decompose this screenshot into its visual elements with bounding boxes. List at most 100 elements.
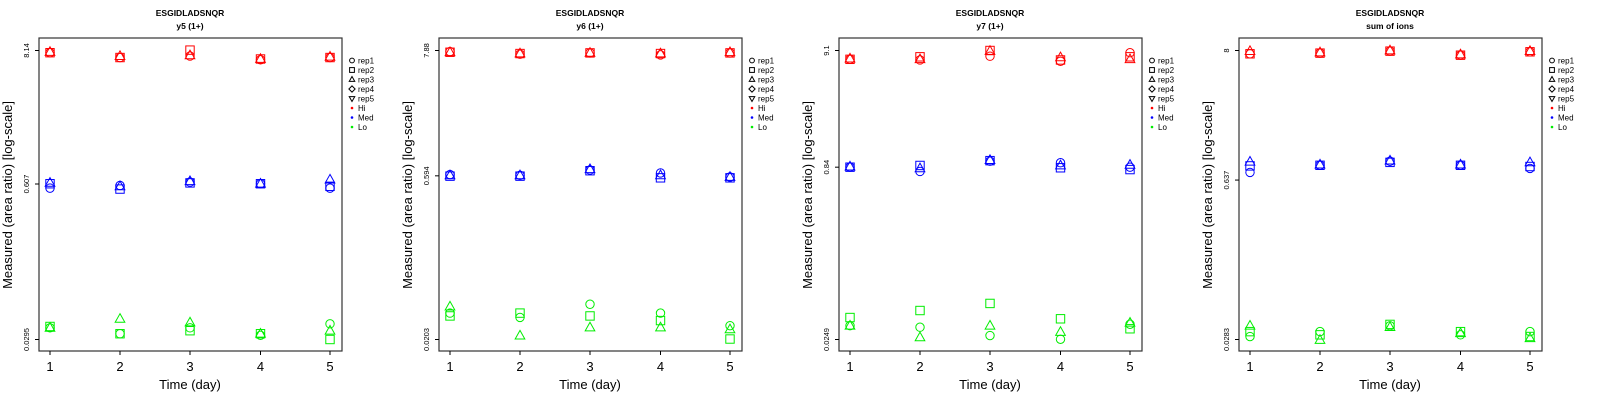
point-med-rep2-day4 [1455,160,1466,170]
point-med-rep3-day1 [44,176,56,187]
y-tick-label: 0.0283 [1222,328,1231,351]
point-med-rep3-day4 [1454,158,1467,169]
point-med-rep3-day5 [324,173,336,184]
point-lo-rep2-day2 [1315,330,1325,340]
point-hi-rep2-day3 [585,48,595,58]
point-med-rep3-day1 [1244,155,1256,166]
point-lo-rep1-day2 [115,329,125,339]
x-tick-label: 4 [657,359,664,374]
point-med-rep2-day1 [45,179,55,189]
point-med-rep3-day5 [1124,158,1136,169]
plot-frame [438,37,743,352]
chart-subtitle: sum of ions [1366,21,1414,31]
legend-hi-icon [750,106,754,110]
chart-svg: ESGIDLADSNQR y5 (1+) 0.0295 0.607 8.14 1 2 3 4 5 T… [0,8,375,392]
x-tick-label: 1 [46,359,53,374]
point-med-rep1-day4 [1055,158,1066,168]
point-med-rep3-day2 [1314,158,1326,169]
legend-med-icon [750,116,754,119]
point-hi-rep3-day2 [514,47,526,58]
point-med-rep3-day3 [1384,154,1396,165]
point-lo-rep1-day5 [1525,326,1535,337]
point-med-rep3-day4 [1054,159,1067,170]
point-hi-rep3-day3 [184,49,196,60]
legend-rep1-icon [1549,57,1555,64]
x-tick-label: 1 [846,359,853,374]
y-tick-label: 0.607 [22,175,31,194]
point-hi-rep2-day2 [1315,48,1325,58]
point-med-rep2-day3 [985,155,995,166]
point-med-rep2-day1 [445,171,455,181]
legend-label: rep2 [758,66,775,75]
x-tick-label: 4 [257,359,264,374]
point-lo-rep1-day5 [725,320,735,331]
point-med-rep2-day5 [1125,164,1135,175]
point-lo-rep3-day1 [44,321,56,332]
point-med-rep3-day1 [444,169,456,180]
point-med-rep3-day3 [984,153,996,164]
y-axis-label: Measured (area ratio) [log-scale] [1200,101,1215,289]
x-tick-label: 5 [326,359,333,374]
point-hi-rep2-day5 [725,48,735,58]
point-med-rep2-day2 [1315,160,1325,170]
legend-med-icon [350,116,354,119]
legend-rep5-icon [1148,96,1156,103]
legend-rep4-icon [1548,85,1556,93]
legend-label: Lo [358,123,367,132]
point-lo-rep3-day2 [514,329,526,340]
point-hi-rep3-day3 [584,46,596,57]
data-points [1244,44,1536,344]
y-tick-label: 0.594 [422,166,431,185]
point-hi-rep3-day4 [1054,51,1067,62]
chart-panel: ESGIDLADSNQR y7 (1+) 0.0249 0.84 9.1 1 2 3 4 5 Tim… [800,0,1200,400]
point-hi-rep2-day5 [1125,52,1135,62]
point-hi-rep1-day3 [985,51,995,61]
chart-svg: ESGIDLADSNQR y7 (1+) 0.0249 0.84 9.1 1 2 3 4 5 Tim… [800,8,1175,392]
point-hi-rep3-day2 [114,49,126,60]
point-hi-rep3-day5 [1524,44,1536,56]
legend-label: rep4 [758,85,775,94]
legend-label: rep4 [358,85,375,94]
x-tick-label: 1 [1246,359,1253,374]
legend-label: Lo [1558,123,1567,132]
chart-svg: ESGIDLADSNQR sum of ions 0.0283 0.637 8 1 2 3 4 5… [1200,8,1575,392]
point-hi-rep3-day3 [1384,44,1396,55]
point-lo-rep2-day5 [1125,324,1135,334]
legend-rep2-icon [1549,67,1555,73]
point-lo-rep3-day5 [324,324,336,335]
point-med-rep1-day3 [985,156,995,166]
data-points [44,45,336,345]
point-med-rep1-day5 [325,183,335,193]
point-hi-rep2-day1 [45,47,55,58]
legend-label: rep3 [1558,76,1575,85]
y-tick-label: 8.14 [22,43,31,58]
point-lo-rep3-day1 [844,319,856,330]
point-med-rep2-day2 [515,171,525,181]
point-lo-rep2-day1 [1245,326,1255,337]
point-med-rep2-day1 [1245,161,1255,171]
legend-rep1-icon [1149,57,1155,64]
point-hi-rep2-day5 [1525,47,1535,57]
point-hi-rep3-day5 [724,45,736,57]
point-lo-rep2-day5 [725,334,735,344]
plot-frame [1238,37,1543,352]
x-tick-label: 3 [986,359,993,374]
point-lo-rep1-day4 [655,308,666,318]
point-med-rep3-day1 [844,160,856,171]
legend-med-icon [1550,116,1554,119]
point-hi-rep2-day2 [515,48,525,59]
point-lo-rep2-day3 [985,298,995,309]
legend-rep5-icon [348,96,356,103]
point-lo-rep3-day4 [654,321,667,332]
point-lo-rep1-day4 [1055,334,1066,345]
point-med-rep3-day3 [184,174,196,186]
point-lo-rep2-day5 [325,334,335,345]
y-axis-label: Measured (area ratio) [log-scale] [800,101,815,289]
plot-frame [38,37,343,352]
point-lo-rep2-day4 [655,315,666,326]
legend-label: Hi [1158,104,1166,113]
x-tick-label: 2 [116,359,123,374]
